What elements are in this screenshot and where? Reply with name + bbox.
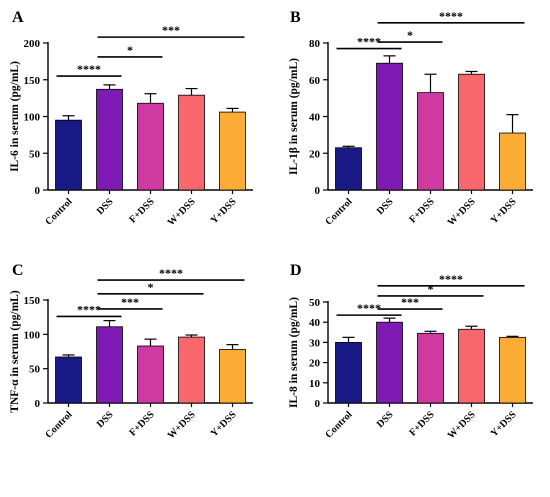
bar-control [55,356,82,404]
y-tick-label: 30 [309,337,321,349]
significance-label: *** [162,23,180,37]
significance-label: * [148,280,154,294]
bar-f-dss [417,332,444,404]
y-tick-label: 50 [309,297,321,309]
panel-c: C TNF-α in serum (pg/mL) 0 50 100 150 Control D… [9,262,253,441]
x-tick-label: F+DSS [128,196,157,225]
bar-f-dss [417,92,444,191]
y-tick-label: 0 [315,185,321,197]
y-tick-label: 20 [309,148,321,160]
bar-f-dss [137,345,164,404]
bar-w-dss [458,73,485,191]
y-tick-label: 40 [309,112,321,124]
y-axis-title: TNF-α in serum (pg/mL) [9,290,21,413]
panel-letter: B [290,9,301,26]
panel-d: D IL-8 in serum (pg/mL) 0 10 20 30 40 50 Control… [288,262,533,441]
significance-label: * [428,282,434,296]
x-tick-label: Y+DSS [489,409,519,439]
x-tick-label: Control [323,196,354,227]
significance-label: **** [439,272,463,286]
x-tick-label: DSS [95,196,116,217]
x-tick-label: F+DSS [408,196,437,225]
panel-letter: C [12,262,24,279]
bar-y-dss [499,132,526,191]
bar-control [55,119,82,191]
y-axis-title: IL-6 in serum (pg/mL) [9,61,21,172]
y-tick-label: 150 [24,295,41,307]
bar-dss [96,88,123,191]
significance-label: * [407,28,413,42]
panel-letter: D [290,262,302,279]
bar-dss [96,326,123,404]
bar-y-dss [219,111,246,191]
y-tick-label: 150 [24,75,41,87]
significance-label: **** [77,302,101,316]
bar-w-dss [178,336,205,404]
panel-b: B IL-1β in serum (pg/mL) 0 20 40 60 80 Control D… [288,9,533,228]
y-tick-label: 40 [309,317,321,329]
bar-f-dss [137,102,164,191]
x-tick-label: Control [323,409,354,440]
y-tick-label: 20 [309,358,321,370]
y-tick-label: 50 [29,364,41,376]
y-tick-label: 60 [309,75,321,87]
x-tick-label: W+DSS [166,409,198,441]
x-tick-label: W+DSS [166,196,198,228]
x-tick-label: Control [43,196,74,227]
significance-label: **** [439,9,463,23]
bar-y-dss [499,336,526,404]
y-tick-label: 0 [35,185,41,197]
y-tick-label: 100 [24,112,41,124]
significance-label: **** [159,266,183,280]
x-tick-label: W+DSS [446,409,478,441]
y-tick-label: 100 [24,329,41,341]
significance-label: **** [357,35,381,49]
significance-label: *** [401,295,419,309]
x-tick-label: Y+DSS [489,196,519,226]
x-tick-label: DSS [95,409,116,430]
y-axis-title: IL-1β in serum (pg/mL) [288,58,300,175]
panel-a: A IL-6 in serum (pg/mL) 0 50 100 150 200 Contro… [9,9,253,228]
y-tick-label: 10 [309,378,321,390]
x-tick-label: Y+DSS [209,409,239,439]
bar-control [335,147,362,191]
x-tick-label: Y+DSS [209,196,239,226]
bar-y-dss [219,349,246,404]
bar-dss [376,62,403,191]
x-tick-label: DSS [375,409,396,430]
y-tick-label: 0 [315,398,321,410]
bar-w-dss [458,328,485,404]
x-tick-label: Control [43,409,74,440]
panel-letter: A [12,9,24,26]
y-tick-label: 50 [29,148,41,160]
y-tick-label: 80 [309,38,321,50]
bar-w-dss [178,94,205,191]
significance-label: *** [121,295,139,309]
bar-dss [376,321,403,404]
bar-control [335,341,362,404]
x-tick-label: F+DSS [128,409,157,438]
x-tick-label: F+DSS [408,409,437,438]
significance-label: * [127,43,133,57]
significance-label: **** [357,301,381,315]
y-tick-label: 200 [24,38,41,50]
y-tick-label: 0 [35,398,41,410]
y-axis-title: IL-8 in serum (pg/mL) [288,297,300,408]
x-tick-label: DSS [375,196,396,217]
significance-label: **** [77,62,101,76]
x-tick-label: W+DSS [446,196,478,228]
